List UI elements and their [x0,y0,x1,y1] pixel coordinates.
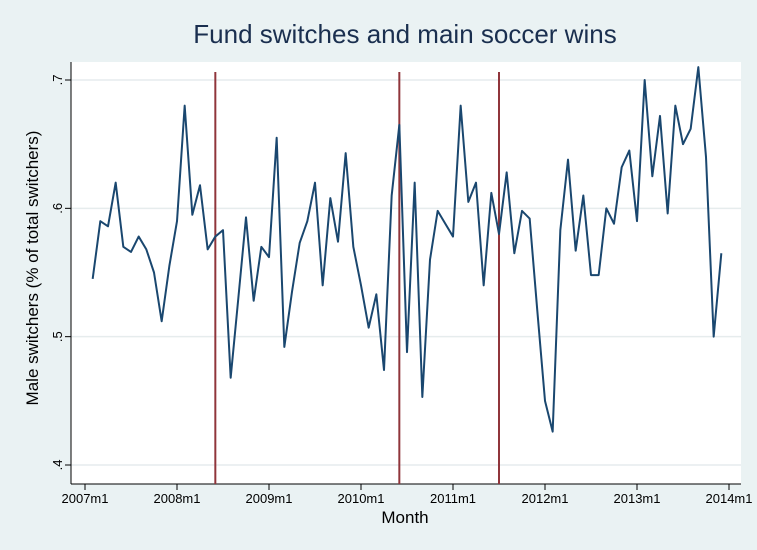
series-line [91,66,723,433]
chart-title: Fund switches and main soccer wins [193,19,616,49]
x-tick-label: 2009m1 [246,491,293,506]
tick-labels: .4 .5 .6 .7 2007m1 2008m1 2009m1 2010m1 2011m1 20… [50,75,752,506]
y-tick-label: .7 [50,75,65,86]
x-tick-label: 2010m1 [338,491,385,506]
x-tick-label: 2007m1 [62,491,109,506]
plot-area [71,62,741,484]
y-tick-label: .4 [50,460,65,471]
y-axis-label: Male switchers (% of total switchers) [23,131,42,406]
y-tick-label: .6 [50,203,65,214]
x-tick-label: 2011m1 [430,491,476,506]
x-axis-label: Month [381,508,428,527]
x-tick-label: 2014m1 [706,491,753,506]
x-tick-label: 2008m1 [154,491,201,506]
x-tick-label: 2013m1 [614,491,661,506]
axes [65,62,741,490]
x-tick-label: 2012m1 [522,491,569,506]
y-tick-label: .5 [50,331,65,342]
